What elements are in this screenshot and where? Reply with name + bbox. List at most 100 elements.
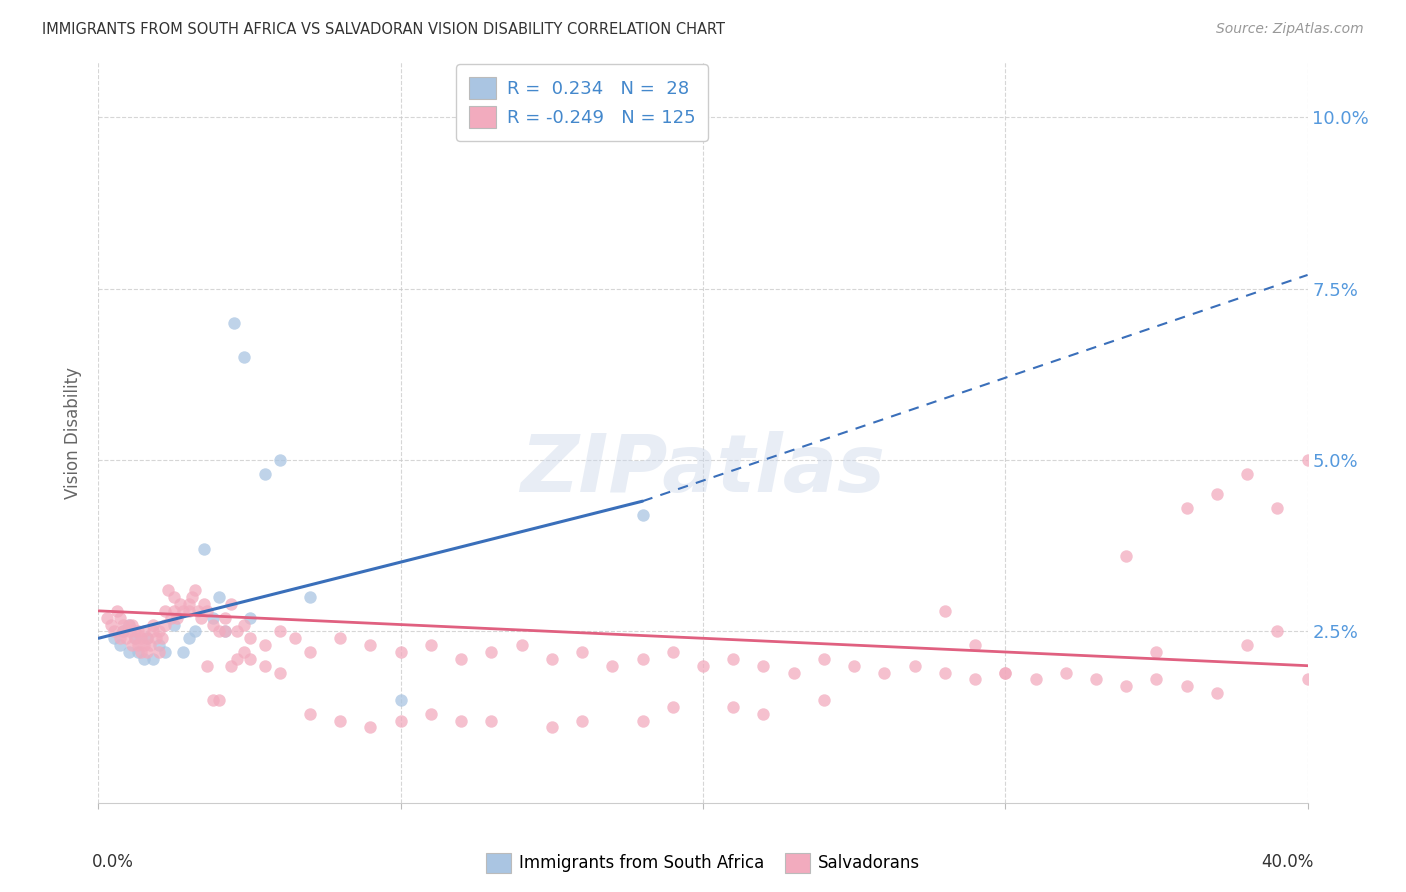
Point — [631, 508, 654, 522]
Point — [1054, 665, 1077, 680]
Point — [965, 638, 987, 652]
Legend: Immigrants from South Africa, Salvadorans: Immigrants from South Africa, Salvadoran… — [479, 847, 927, 880]
Point — [127, 645, 149, 659]
Point — [195, 604, 218, 618]
Point — [163, 617, 186, 632]
Point — [208, 590, 231, 604]
Point — [783, 665, 806, 680]
Point — [904, 658, 927, 673]
Point — [239, 652, 262, 666]
Point — [420, 706, 443, 721]
Point — [360, 638, 382, 652]
Point — [813, 693, 835, 707]
Point — [253, 658, 276, 673]
Point — [135, 632, 157, 646]
Point — [389, 714, 412, 728]
Point — [214, 624, 236, 639]
Point — [118, 645, 141, 659]
Point — [132, 652, 155, 666]
Point — [1115, 679, 1137, 693]
Point — [193, 542, 215, 557]
Point — [602, 658, 624, 673]
Point — [142, 652, 165, 666]
Point — [1296, 453, 1319, 467]
Point — [172, 645, 194, 659]
Point — [142, 624, 165, 639]
Point — [202, 617, 225, 632]
Point — [723, 652, 745, 666]
Point — [1296, 673, 1319, 687]
Point — [132, 638, 155, 652]
Point — [103, 632, 125, 646]
Point — [631, 714, 654, 728]
Point — [253, 638, 276, 652]
Point — [269, 453, 291, 467]
Point — [114, 632, 136, 646]
Point — [1144, 673, 1167, 687]
Point — [179, 632, 201, 646]
Point — [153, 645, 176, 659]
Point — [96, 610, 118, 624]
Point — [135, 632, 157, 646]
Point — [1175, 679, 1198, 693]
Point — [221, 658, 243, 673]
Point — [156, 583, 179, 598]
Point — [163, 590, 186, 604]
Point — [184, 624, 207, 639]
Point — [389, 645, 412, 659]
Point — [1206, 686, 1229, 700]
Point — [179, 597, 201, 611]
Text: IMMIGRANTS FROM SOUTH AFRICA VS SALVADORAN VISION DISABILITY CORRELATION CHART: IMMIGRANTS FROM SOUTH AFRICA VS SALVADOR… — [42, 22, 725, 37]
Point — [181, 590, 204, 604]
Point — [118, 617, 141, 632]
Point — [139, 638, 162, 652]
Point — [329, 632, 352, 646]
Point — [481, 714, 503, 728]
Point — [571, 645, 593, 659]
Point — [389, 693, 412, 707]
Point — [299, 706, 322, 721]
Point — [169, 597, 191, 611]
Point — [752, 658, 775, 673]
Point — [118, 624, 141, 639]
Point — [510, 638, 533, 652]
Point — [221, 597, 243, 611]
Point — [844, 658, 866, 673]
Point — [208, 693, 231, 707]
Point — [269, 665, 291, 680]
Point — [214, 624, 236, 639]
Point — [108, 632, 131, 646]
Point — [226, 624, 249, 639]
Point — [202, 693, 225, 707]
Point — [129, 645, 152, 659]
Point — [540, 652, 562, 666]
Point — [1206, 487, 1229, 501]
Point — [208, 624, 231, 639]
Point — [163, 604, 186, 618]
Point — [153, 604, 176, 618]
Point — [540, 720, 562, 734]
Point — [450, 714, 472, 728]
Point — [360, 720, 382, 734]
Point — [481, 645, 503, 659]
Point — [224, 316, 246, 330]
Point — [184, 583, 207, 598]
Point — [420, 638, 443, 652]
Text: Source: ZipAtlas.com: Source: ZipAtlas.com — [1216, 22, 1364, 37]
Point — [160, 610, 183, 624]
Point — [994, 665, 1017, 680]
Point — [148, 624, 170, 639]
Point — [166, 610, 188, 624]
Point — [179, 604, 201, 618]
Point — [1175, 501, 1198, 516]
Point — [124, 632, 146, 646]
Legend: R =  0.234   N =  28, R = -0.249   N = 125: R = 0.234 N = 28, R = -0.249 N = 125 — [456, 64, 709, 141]
Point — [232, 617, 254, 632]
Point — [1085, 673, 1108, 687]
Point — [121, 617, 143, 632]
Point — [934, 604, 956, 618]
Text: ZIPatlas: ZIPatlas — [520, 431, 886, 508]
Point — [108, 638, 131, 652]
Point — [105, 604, 128, 618]
Point — [124, 632, 146, 646]
